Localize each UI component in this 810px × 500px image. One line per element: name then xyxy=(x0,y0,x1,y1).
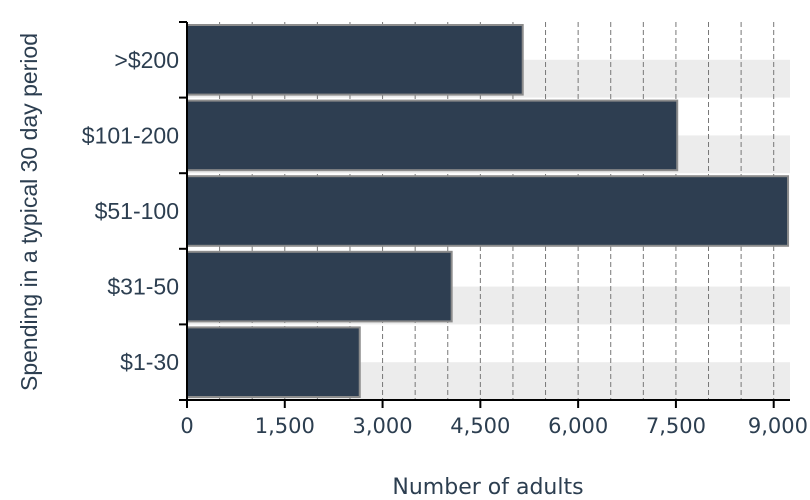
x-tick-label: 1,500 xyxy=(255,414,315,438)
x-axis-title: Number of adults xyxy=(392,475,583,500)
x-tick-label: 6,000 xyxy=(548,414,608,438)
category-label: >$200 xyxy=(114,47,179,73)
x-tick-label: 0 xyxy=(180,414,193,438)
bar-0 xyxy=(186,24,524,96)
category-label: $31-50 xyxy=(107,274,179,300)
bar-1 xyxy=(186,99,679,172)
bars xyxy=(186,24,790,398)
x-tick-label: 7,500 xyxy=(646,414,706,438)
axes xyxy=(179,21,790,408)
y-axis-title: Spending in a typical 30 day period xyxy=(16,33,42,391)
bar-3 xyxy=(186,250,453,323)
bar-4 xyxy=(186,326,361,398)
x-tick-label: 9,000 xyxy=(748,414,808,438)
x-tick-label: 3,000 xyxy=(353,414,413,438)
category-label: $51-100 xyxy=(95,198,179,224)
x-tick-label: 4,500 xyxy=(450,414,510,438)
category-labels: >$200 $101-200 $51-100 $31-50 $1-30 xyxy=(82,47,179,375)
category-label: $101-200 xyxy=(82,122,179,148)
x-tick-labels: 0 1,500 3,000 4,500 6,000 7,500 9,000 xyxy=(180,414,808,438)
bar-2 xyxy=(186,175,790,247)
category-label: $1-30 xyxy=(120,349,179,375)
